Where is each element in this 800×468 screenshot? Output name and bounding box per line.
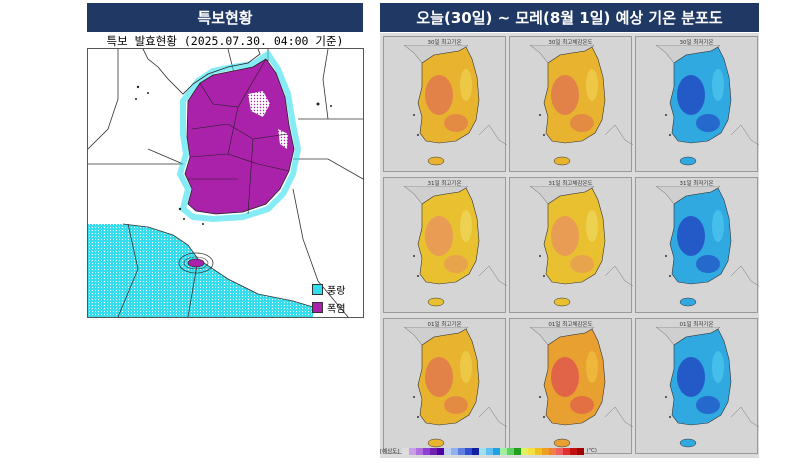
legend-label-heatwave: 폭염 bbox=[327, 304, 346, 315]
temperature-map-tile: 01일 최저기온 bbox=[635, 318, 759, 454]
heatwave-area bbox=[184, 58, 295, 215]
scale-color-cell bbox=[486, 447, 494, 455]
scale-color-cell bbox=[402, 447, 410, 455]
tile-map-svg bbox=[403, 327, 507, 448]
tile-label: 30일 최고기온 bbox=[427, 40, 462, 46]
temperature-map-tile: 30일 최저기온 bbox=[635, 36, 759, 172]
scale-color-cell bbox=[458, 447, 466, 455]
scale-color-cell bbox=[416, 447, 424, 455]
scale-color-cell bbox=[472, 447, 480, 455]
scale-color-cell bbox=[528, 447, 536, 455]
scale-color-cell bbox=[430, 447, 438, 455]
tile-label: 01일 최고기온 bbox=[427, 322, 462, 328]
tile-label: 31일 최고체감온도 bbox=[548, 181, 593, 187]
temperature-forecast-header: 오늘(30일) ~ 모레(8월 1일) 예상 기온 분포도 bbox=[380, 3, 759, 32]
temperature-map-tile: 31일 최고체감온도 bbox=[509, 177, 633, 313]
scale-unit: (℃) bbox=[586, 448, 597, 454]
tile-label: 30일 최저기온 bbox=[679, 40, 714, 46]
warning-status-header: 특보현황 bbox=[87, 3, 363, 32]
scale-color-cell bbox=[570, 447, 578, 455]
legend-item-heatwave: 폭염 bbox=[312, 300, 356, 315]
tile-map-svg bbox=[529, 327, 633, 448]
scale-color-cell bbox=[444, 447, 452, 455]
scale-color-cell bbox=[563, 447, 571, 455]
tile-label: 30일 최고체감온도 bbox=[548, 40, 593, 46]
legend-label-sea-wave: 풍랑 bbox=[327, 286, 346, 297]
scale-color-cell bbox=[423, 447, 431, 455]
temperature-map-grid: 30일 최고기온 30일 최고체감온도 30일 최저기온 31일 최고기온 31일 최고… bbox=[380, 33, 759, 458]
scale-color-cell bbox=[514, 447, 522, 455]
warning-legend: 풍랑 폭염 bbox=[312, 282, 356, 318]
legend-item-sea-wave: 풍랑 bbox=[312, 282, 356, 297]
scale-color-cell bbox=[451, 447, 459, 455]
temperature-color-scale: [예상도] (℃) bbox=[380, 446, 759, 456]
tile-label: 01일 최저기온 bbox=[679, 322, 714, 328]
temperature-map-tile: 31일 최저기온 bbox=[635, 177, 759, 313]
tile-map-svg bbox=[403, 186, 507, 307]
tile-map-svg bbox=[403, 45, 507, 166]
tile-map-svg bbox=[529, 45, 633, 166]
legend-swatch-sea-wave bbox=[312, 284, 323, 295]
temperature-map-tile: 01일 최고기온 bbox=[383, 318, 507, 454]
scale-color-cell bbox=[507, 447, 515, 455]
scale-color-cell bbox=[500, 447, 508, 455]
tile-label: 31일 최저기온 bbox=[679, 181, 714, 187]
warning-map-svg bbox=[87, 48, 364, 318]
tile-map-svg bbox=[655, 45, 759, 166]
warning-map bbox=[87, 48, 364, 318]
scale-color-cell bbox=[535, 447, 543, 455]
tile-label: 01일 최고체감온도 bbox=[548, 322, 593, 328]
temperature-map-tile: 31일 최고기온 bbox=[383, 177, 507, 313]
scale-color-cell bbox=[521, 447, 529, 455]
temperature-map-tile: 30일 최고기온 bbox=[383, 36, 507, 172]
scale-color-cell bbox=[542, 447, 550, 455]
scale-color-cell bbox=[556, 447, 564, 455]
scale-color-cell bbox=[577, 447, 585, 455]
scale-color-cell bbox=[479, 447, 487, 455]
jeju-island bbox=[187, 258, 205, 268]
scale-color-cell bbox=[437, 447, 445, 455]
scale-color-cell bbox=[549, 447, 557, 455]
scale-color-cell bbox=[493, 447, 501, 455]
tile-label: 31일 최고기온 bbox=[427, 181, 462, 187]
tile-map-svg bbox=[655, 327, 759, 448]
temperature-map-tile: 01일 최고체감온도 bbox=[509, 318, 633, 454]
tile-map-svg bbox=[529, 186, 633, 307]
tile-map-svg bbox=[655, 186, 759, 307]
sea-warning-area bbox=[88, 224, 313, 317]
scale-bar bbox=[402, 447, 585, 455]
scale-color-cell bbox=[409, 447, 417, 455]
scale-label: [예상도] bbox=[380, 449, 400, 455]
scale-color-cell bbox=[465, 447, 473, 455]
temperature-map-tile: 30일 최고체감온도 bbox=[509, 36, 633, 172]
warning-status-subtitle: 특보 발효현황 (2025.07.30. 04:00 기준) bbox=[106, 34, 344, 48]
legend-swatch-heatwave bbox=[312, 302, 323, 313]
